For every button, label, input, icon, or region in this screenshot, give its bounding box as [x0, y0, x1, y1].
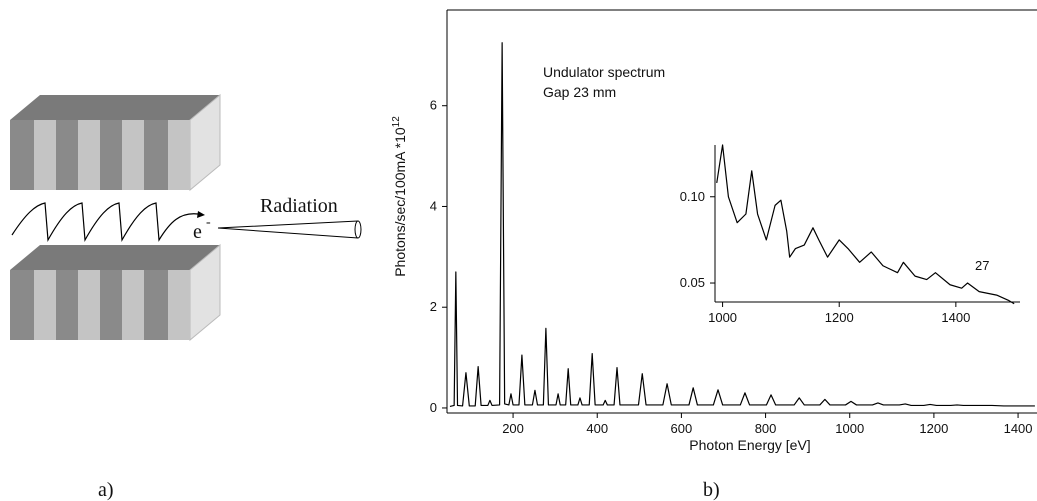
electron-charge: - — [206, 215, 211, 230]
y-tick-label: 2 — [430, 299, 437, 314]
annotation: Undulator spectrum — [543, 64, 665, 80]
x-tick-label: 400 — [586, 421, 608, 436]
radiation-label: Radiation — [260, 195, 338, 217]
y-tick-label: 6 — [430, 98, 437, 113]
y-tick-label: 0 — [430, 400, 437, 415]
radiation-cone — [217, 220, 359, 239]
magnet-front — [10, 270, 190, 340]
magnet-front — [10, 120, 190, 190]
panel-label: b) — [703, 479, 720, 501]
x-tick-label: 1000 — [835, 421, 864, 436]
x-tick-label: 800 — [755, 421, 777, 436]
x-tick-label: 1400 — [941, 310, 970, 325]
spectrum-line — [716, 144, 1015, 305]
y-tick-label: 4 — [430, 198, 437, 213]
magnet-top-face — [10, 95, 220, 120]
x-tick-label: 1000 — [708, 310, 737, 325]
x-tick-label: 200 — [502, 421, 524, 436]
panel-label: a) — [98, 479, 114, 501]
y-axis-label: Photons/sec/100mA *1012 — [391, 116, 408, 277]
annotation: 27 — [975, 258, 989, 273]
y-axis-label-exponent: 12 — [391, 116, 402, 128]
undulator-diagram: e - Radiation a) — [10, 93, 362, 501]
x-tick-label: 1200 — [919, 421, 948, 436]
magnet-top-face — [10, 245, 220, 270]
x-tick-label: 1400 — [1004, 421, 1033, 436]
spectrum-line — [449, 42, 1035, 408]
annotation: Gap 23 mm — [543, 84, 616, 100]
y-tick-label: 0.05 — [680, 275, 705, 290]
x-axis-label: Photon Energy [eV] — [689, 437, 810, 453]
x-tick-label: 600 — [671, 421, 693, 436]
x-tick-label: 1200 — [825, 310, 854, 325]
y-tick-label: 0.10 — [680, 189, 705, 204]
cone-end — [354, 220, 362, 239]
electron-label: e — [193, 221, 202, 243]
y-axis-label-text: Photons/sec/100mA *10 — [392, 127, 408, 277]
arrow-head — [197, 211, 205, 218]
electron-path — [11, 202, 199, 243]
